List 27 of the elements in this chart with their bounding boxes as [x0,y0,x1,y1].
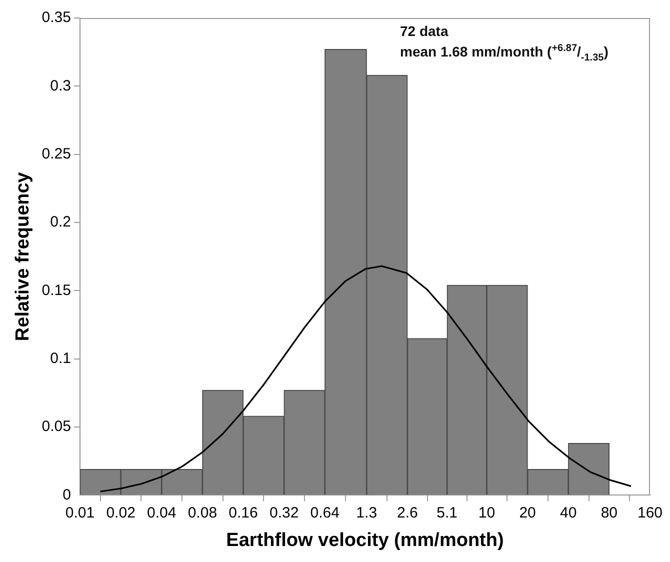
x-tick-label: 0.32 [269,504,299,522]
x-tick-label: 40 [560,504,577,522]
y-tick-label: 0.3 [50,77,71,94]
annotation: mean 1.68 mm/month ($^{+6.87}$/$_{-1.35}$) [400,42,608,66]
y-tick-label: 0.15 [42,282,71,299]
y-tick-label: 0.25 [42,145,71,162]
y-tick-label: 0.2 [50,214,71,231]
x-tick-label: 1.3 [356,504,378,522]
x-tick-label: 0.01 [65,504,95,522]
x-tick-label: 0.64 [310,504,340,522]
x-tick-label: 20 [519,504,536,522]
x-axis-title: Earthflow velocity (mm/month) [226,530,504,551]
y-tick-label: 0.35 [42,9,71,26]
annotation: 72 data [400,22,450,40]
y-tick-label: 0.1 [50,350,71,367]
x-tick-label: 80 [600,504,618,522]
y-axis-title: Relative frequency [12,172,34,342]
x-tick-label: 160 [637,504,663,522]
x-tick-label: 2.6 [396,504,418,522]
y-tick-label: 0.05 [42,418,71,436]
x-tick-label: 0.04 [147,504,176,522]
x-tick-label: 0.08 [188,504,218,522]
y-tick-label: 0 [62,486,71,504]
x-tick-label: 0.16 [228,504,258,522]
x-tick-label: 0.02 [106,504,136,522]
x-tick-label: 10 [478,504,496,522]
x-tick-label: 5.1 [436,504,458,522]
